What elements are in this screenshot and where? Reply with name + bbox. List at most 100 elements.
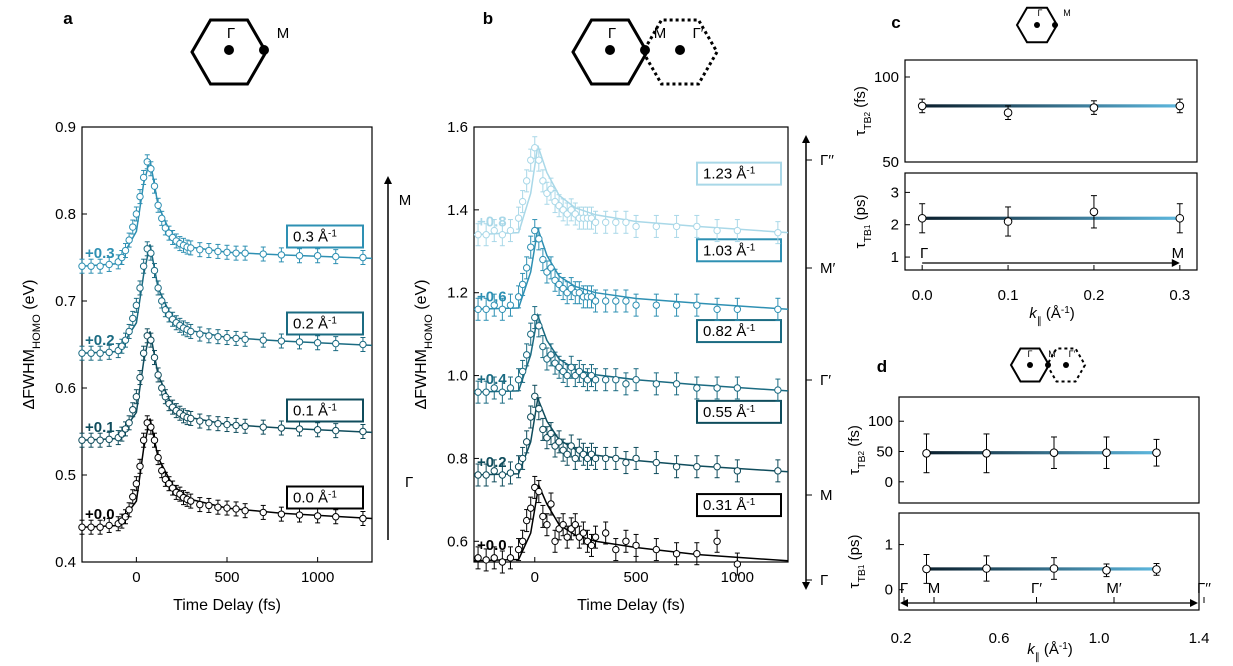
data-point	[555, 438, 563, 446]
k-label-box	[286, 224, 364, 249]
y-tick-label: 1.4	[447, 202, 468, 219]
offset-label: +0.3	[85, 245, 115, 262]
y-tick-label: 0.5	[55, 467, 76, 484]
data-point	[136, 192, 144, 201]
data-point	[1049, 564, 1059, 573]
data-point	[129, 223, 137, 231]
data-point	[672, 550, 681, 558]
data-point	[214, 503, 222, 511]
data-point	[87, 523, 95, 531]
gamma-point	[605, 45, 615, 55]
data-point	[571, 454, 579, 463]
y-tick-label: 0.4	[55, 554, 76, 571]
y-tick-label: 0.8	[447, 450, 468, 467]
fit-line	[922, 216, 1180, 220]
fit-line	[926, 567, 1157, 571]
y-tick-label: 0.8	[55, 206, 76, 223]
data-point	[1152, 565, 1161, 574]
y-tick-label: 0.7	[55, 293, 76, 310]
side-axis-label: Γ′′	[820, 152, 834, 169]
data-point	[539, 255, 547, 264]
data-point	[136, 462, 144, 470]
data-point	[917, 213, 927, 223]
data-point	[612, 545, 620, 554]
data-point	[522, 438, 531, 446]
data-point	[105, 260, 113, 269]
data-point	[259, 336, 267, 344]
arrow-label: Γ′′	[1197, 580, 1211, 597]
panel-label: d	[877, 357, 887, 376]
gamma-label: Γ	[1028, 349, 1033, 359]
data-point	[232, 421, 240, 430]
data-point	[277, 424, 286, 432]
data-point	[150, 436, 159, 444]
data-point	[535, 235, 543, 243]
panel-label: c	[891, 13, 900, 32]
k-label-box	[696, 161, 782, 186]
data-point	[332, 339, 340, 348]
data-point	[187, 327, 195, 336]
data-point	[527, 413, 535, 421]
data-point	[551, 537, 559, 545]
data-point	[241, 335, 249, 343]
data-point	[506, 384, 515, 392]
data-point	[125, 236, 133, 244]
x-axis-label: k∥ (Å-1)	[1029, 305, 1075, 327]
data-point	[527, 504, 535, 512]
arrow-label: M	[928, 580, 941, 597]
x-tick-label: 500	[624, 569, 649, 586]
data-point	[672, 222, 681, 231]
data-point	[506, 226, 515, 235]
data-point	[733, 226, 742, 235]
data-point	[774, 467, 782, 475]
brillouin-zone-hexagon	[190, 18, 268, 86]
side-axis-arrow-down	[802, 582, 810, 590]
data-point	[87, 436, 95, 444]
data-point	[518, 280, 527, 289]
data-point	[733, 305, 742, 313]
side-axis-label: M′	[820, 260, 835, 277]
data-point	[518, 197, 527, 206]
gamma-label: Γ	[227, 25, 235, 42]
arrow-label-m: M	[1172, 245, 1185, 262]
y-tick-label: 0.6	[447, 533, 468, 550]
data-point	[601, 529, 610, 537]
m-label: M	[277, 25, 290, 42]
data-point	[498, 388, 507, 396]
data-point	[482, 388, 490, 396]
data-point	[232, 334, 240, 343]
data-point	[147, 249, 155, 257]
data-point	[518, 367, 527, 376]
data-point	[563, 450, 571, 458]
gamma-prime-label: Γ′	[1069, 349, 1076, 359]
brillouin-zone-hexagon	[571, 18, 649, 86]
data-point	[522, 516, 531, 525]
y-axis-label: τTB2 (fs)	[852, 86, 874, 136]
data-point	[1003, 108, 1013, 117]
k-arrow-head-right	[1190, 599, 1198, 607]
x-tick-label: 1.4	[1189, 630, 1210, 647]
data-point	[295, 252, 304, 260]
y-tick-label: 0	[885, 474, 893, 491]
data-point	[139, 173, 148, 182]
data-point	[105, 521, 113, 530]
data-point	[1089, 207, 1099, 217]
data-point	[632, 222, 640, 231]
data-point	[601, 297, 610, 305]
data-point	[587, 541, 596, 550]
data-point	[313, 512, 322, 520]
arrow-label: M′	[1106, 580, 1121, 597]
x-tick-label: 1.0	[1089, 630, 1110, 647]
data-point	[96, 523, 104, 531]
side-axis-bottom-label: Γ	[405, 474, 413, 491]
gamma-prime-point	[1063, 362, 1069, 368]
y-tick-label: 2	[891, 217, 899, 234]
data-point	[632, 376, 640, 384]
offset-label: +0.1	[85, 419, 115, 436]
data-point	[158, 297, 166, 305]
data-point	[591, 376, 600, 384]
x-tick-label: 1000	[721, 569, 754, 586]
arrow-label: Γ	[900, 580, 908, 597]
data-point	[277, 337, 286, 345]
data-point	[1175, 101, 1185, 111]
